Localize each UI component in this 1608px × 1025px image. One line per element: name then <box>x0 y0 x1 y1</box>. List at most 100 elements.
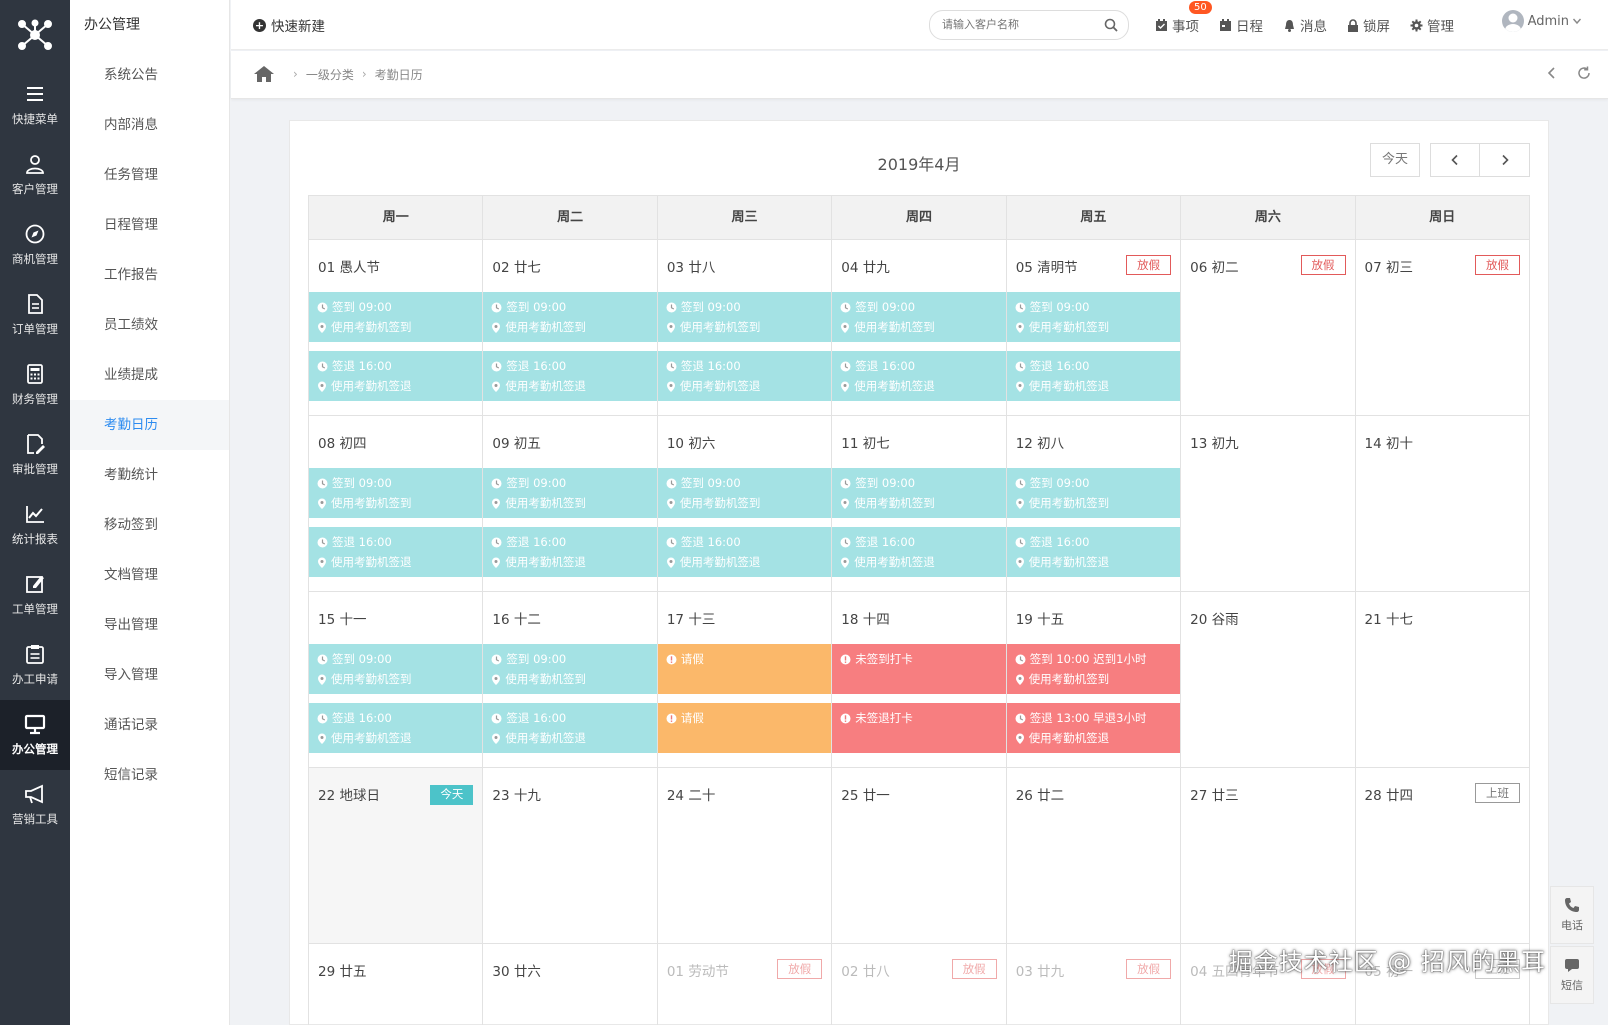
calendar-day-cell[interactable]: 03 廿八 签到 09:00 使用考勤机签到 签退 16:00 使用考勤机签退 <box>657 240 833 416</box>
calendar-day-cell[interactable]: 06 初二 放假 <box>1181 240 1356 416</box>
submenu-item[interactable]: 导入管理 <box>104 667 158 683</box>
attendance-event[interactable]: 签到 09:00 使用考勤机签到 <box>832 468 1006 518</box>
manage-link[interactable]: 管理 <box>1410 15 1454 35</box>
calendar-day-cell[interactable]: 30 廿六 <box>483 944 658 1025</box>
nav-item-2[interactable]: 客户管理 <box>0 140 70 210</box>
search-icon[interactable] <box>1104 18 1118 32</box>
submenu-item[interactable]: 文档管理 <box>104 567 158 583</box>
attendance-event[interactable]: 签退 16:00 使用考勤机签退 <box>483 527 657 577</box>
attendance-event[interactable]: 未签退打卡 <box>832 703 1006 753</box>
calendar-day-cell[interactable]: 05 初一 上班 <box>1356 944 1530 1025</box>
submenu-item[interactable]: 系统公告 <box>104 67 158 83</box>
attendance-event[interactable]: 签退 16:00 使用考勤机签退 <box>309 703 483 753</box>
nav-item-7[interactable]: 统计报表 <box>0 490 70 560</box>
calendar-day-cell[interactable]: 20 谷雨 <box>1181 592 1356 768</box>
home-icon[interactable] <box>253 65 275 83</box>
back-icon[interactable] <box>1544 65 1560 81</box>
user-menu[interactable]: Admin <box>1501 10 1582 32</box>
calendar-day-cell[interactable]: 17 十三 请假 请假 <box>657 592 833 768</box>
calendar-day-cell[interactable]: 24 二十 <box>657 768 833 944</box>
today-button[interactable]: 今天 <box>1370 143 1420 177</box>
calendar-day-cell[interactable]: 08 初四 签到 09:00 使用考勤机签到 签退 16:00 使用考勤机签退 <box>309 416 484 592</box>
attendance-event[interactable]: 签到 09:00 使用考勤机签到 <box>309 644 483 694</box>
attendance-event[interactable]: 签到 09:00 使用考勤机签到 <box>1006 292 1181 342</box>
nav-item-4[interactable]: 订单管理 <box>0 280 70 350</box>
attendance-event[interactable]: 签退 16:00 使用考勤机签退 <box>832 527 1006 577</box>
calendar-day-cell[interactable]: 01 劳动节 放假 <box>658 944 833 1025</box>
calendar-day-cell[interactable]: 10 初六 签到 09:00 使用考勤机签到 签退 16:00 使用考勤机签退 <box>657 416 833 592</box>
attendance-event[interactable]: 签退 16:00 使用考勤机签退 <box>1006 351 1181 401</box>
attendance-event[interactable]: 签退 16:00 使用考勤机签退 <box>832 351 1006 401</box>
attendance-event[interactable]: 签到 09:00 使用考勤机签到 <box>309 292 483 342</box>
calendar-day-cell[interactable]: 22 地球日 今天 <box>309 768 484 944</box>
submenu-item[interactable]: 通话记录 <box>104 717 158 733</box>
calendar-day-cell[interactable]: 02 廿八 放假 <box>832 944 1007 1025</box>
calendar-day-cell[interactable]: 19 十五 签到 10:00 迟到1小时 使用考勤机签到 签退 13:00 早退3小时… <box>1006 592 1182 768</box>
submenu-item[interactable]: 工作报告 <box>104 267 158 283</box>
submenu-item[interactable]: 员工绩效 <box>104 317 158 333</box>
tasks-link[interactable]: 事项 50 <box>1155 1 1212 35</box>
submenu-item[interactable]: 日程管理 <box>104 217 158 233</box>
nav-item-5[interactable]: 财务管理 <box>0 350 70 420</box>
schedule-link[interactable]: 日程 <box>1219 15 1263 35</box>
calendar-day-cell[interactable]: 15 十一 签到 09:00 使用考勤机签到 签退 16:00 使用考勤机签退 <box>309 592 484 768</box>
attendance-event[interactable]: 签退 13:00 早退3小时 使用考勤机签退 <box>1006 703 1181 753</box>
nav-item-9[interactable]: 办工申请 <box>0 630 70 700</box>
calendar-day-cell[interactable]: 29 廿五 <box>309 944 484 1025</box>
calendar-day-cell[interactable]: 09 初五 签到 09:00 使用考勤机签到 签退 16:00 使用考勤机签退 <box>483 416 658 592</box>
attendance-event[interactable]: 签退 16:00 使用考勤机签退 <box>483 703 657 753</box>
calendar-day-cell[interactable]: 16 十二 签到 09:00 使用考勤机签到 签退 16:00 使用考勤机签退 <box>483 592 658 768</box>
submenu-item[interactable]: 内部消息 <box>104 117 158 133</box>
calendar-day-cell[interactable]: 02 廿七 签到 09:00 使用考勤机签到 签退 16:00 使用考勤机签退 <box>483 240 658 416</box>
calendar-day-cell[interactable]: 27 廿三 <box>1181 768 1356 944</box>
calendar-day-cell[interactable]: 13 初九 <box>1181 416 1356 592</box>
breadcrumb-level1[interactable]: 一级分类 <box>305 67 354 82</box>
submenu-item[interactable]: 移动签到 <box>104 517 158 533</box>
attendance-event[interactable]: 签退 16:00 使用考勤机签退 <box>657 351 832 401</box>
calendar-day-cell[interactable]: 28 廿四 上班 <box>1355 768 1530 944</box>
attendance-event[interactable]: 签到 09:00 使用考勤机签到 <box>657 468 832 518</box>
messages-link[interactable]: 消息 <box>1283 15 1327 35</box>
search-input[interactable] <box>930 11 1090 39</box>
calendar-day-cell[interactable]: 01 愚人节 签到 09:00 使用考勤机签到 签退 16:00 使用考勤机签退 <box>309 240 484 416</box>
attendance-event[interactable]: 签到 09:00 使用考勤机签到 <box>483 644 657 694</box>
calendar-day-cell[interactable]: 05 清明节 放假 签到 09:00 使用考勤机签到 签退 16:00 使用考勤机签退 <box>1006 240 1182 416</box>
attendance-event[interactable]: 签到 09:00 使用考勤机签到 <box>483 468 657 518</box>
calendar-day-cell[interactable]: 04 廿九 签到 09:00 使用考勤机签到 签退 16:00 使用考勤机签退 <box>832 240 1007 416</box>
attendance-event[interactable]: 签到 10:00 迟到1小时 使用考勤机签到 <box>1006 644 1181 694</box>
submenu-item[interactable]: 导出管理 <box>104 617 158 633</box>
submenu-item[interactable]: 业绩提成 <box>104 367 158 383</box>
attendance-event[interactable]: 签退 16:00 使用考勤机签退 <box>1006 527 1181 577</box>
calendar-day-cell[interactable]: 11 初七 签到 09:00 使用考勤机签到 签退 16:00 使用考勤机签退 <box>832 416 1007 592</box>
refresh-icon[interactable] <box>1576 65 1592 81</box>
nav-item-3[interactable]: 商机管理 <box>0 210 70 280</box>
attendance-event[interactable]: 签到 09:00 使用考勤机签到 <box>1006 468 1181 518</box>
nav-item-10[interactable]: 办公管理 <box>0 700 78 770</box>
attendance-event[interactable]: 签退 16:00 使用考勤机签退 <box>309 527 483 577</box>
logo[interactable] <box>0 0 70 70</box>
prev-month-button[interactable] <box>1430 143 1480 177</box>
next-month-button[interactable] <box>1480 143 1530 177</box>
submenu-item[interactable]: 短信记录 <box>104 767 158 783</box>
calendar-day-cell[interactable]: 23 十九 <box>483 768 658 944</box>
calendar-day-cell[interactable]: 25 廿一 <box>832 768 1007 944</box>
attendance-event[interactable]: 请假 <box>657 703 832 753</box>
nav-item-11[interactable]: 营销工具 <box>0 770 70 840</box>
nav-item-6[interactable]: 审批管理 <box>0 420 70 490</box>
attendance-event[interactable]: 签退 16:00 使用考勤机签退 <box>657 527 832 577</box>
calendar-day-cell[interactable]: 21 十七 <box>1355 592 1530 768</box>
submenu-item[interactable]: 考勤统计 <box>104 467 158 483</box>
phone-float-button[interactable]: 电话 <box>1550 886 1594 944</box>
calendar-day-cell[interactable]: 26 廿二 <box>1006 768 1182 944</box>
calendar-day-cell[interactable]: 18 十四 未签到打卡 未签退打卡 <box>832 592 1007 768</box>
calendar-day-cell[interactable]: 07 初三 放假 <box>1355 240 1530 416</box>
sms-float-button[interactable]: 短信 <box>1550 946 1594 1004</box>
attendance-event[interactable]: 签到 09:00 使用考勤机签到 <box>832 292 1006 342</box>
quick-new-button[interactable]: + 快速新建 <box>253 15 325 35</box>
attendance-event[interactable]: 签到 09:00 使用考勤机签到 <box>657 292 832 342</box>
calendar-day-cell[interactable]: 12 初八 签到 09:00 使用考勤机签到 签退 16:00 使用考勤机签退 <box>1006 416 1182 592</box>
calendar-day-cell[interactable]: 03 廿九 放假 <box>1007 944 1182 1025</box>
attendance-event[interactable]: 签到 09:00 使用考勤机签到 <box>309 468 483 518</box>
calendar-day-cell[interactable]: 04 五四青年节 放假 <box>1181 944 1356 1025</box>
attendance-event[interactable]: 签到 09:00 使用考勤机签到 <box>483 292 657 342</box>
